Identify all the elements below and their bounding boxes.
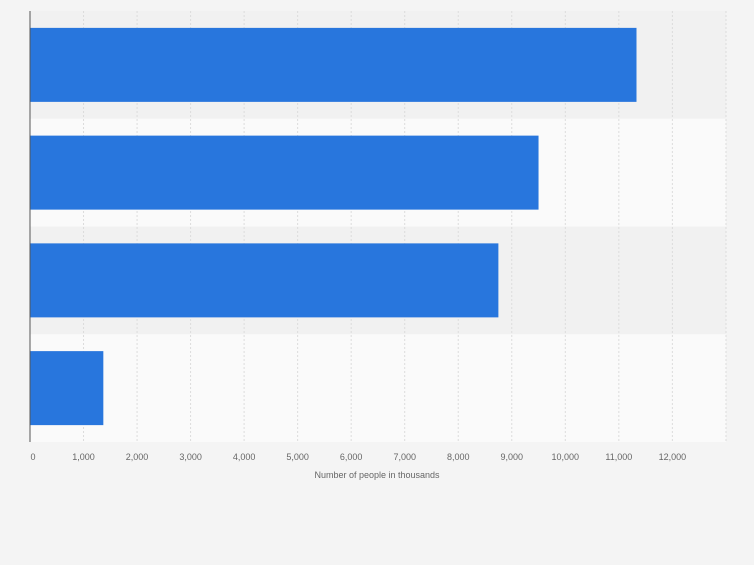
x-tick-label: 12,000 — [659, 452, 687, 462]
x-tick-label: 10,000 — [552, 452, 580, 462]
x-tick-label: 9,000 — [501, 452, 524, 462]
x-tick-labels: 0 1,000 2,000 3,000 4,000 5,000 6,000 7,000 8,00… — [30, 452, 686, 462]
x-axis-label: Number of people in thousands — [314, 470, 440, 480]
bar — [30, 243, 499, 318]
x-tick-label: 1,000 — [72, 452, 95, 462]
x-tick-label: 8,000 — [447, 452, 470, 462]
x-tick-label: 11,000 — [605, 452, 632, 462]
x-tick-label: 6,000 — [340, 452, 363, 462]
category-band — [30, 334, 726, 442]
x-tick-label: 2,000 — [126, 452, 149, 462]
bar — [30, 135, 539, 210]
bars — [30, 27, 637, 426]
x-tick-label: 0 — [30, 452, 35, 462]
x-tick-label: 5,000 — [286, 452, 309, 462]
bar — [30, 351, 104, 426]
bar — [30, 27, 637, 102]
x-tick-label: 4,000 — [233, 452, 256, 462]
x-tick-label: 7,000 — [393, 452, 416, 462]
x-tick-label: 3,000 — [179, 452, 202, 462]
